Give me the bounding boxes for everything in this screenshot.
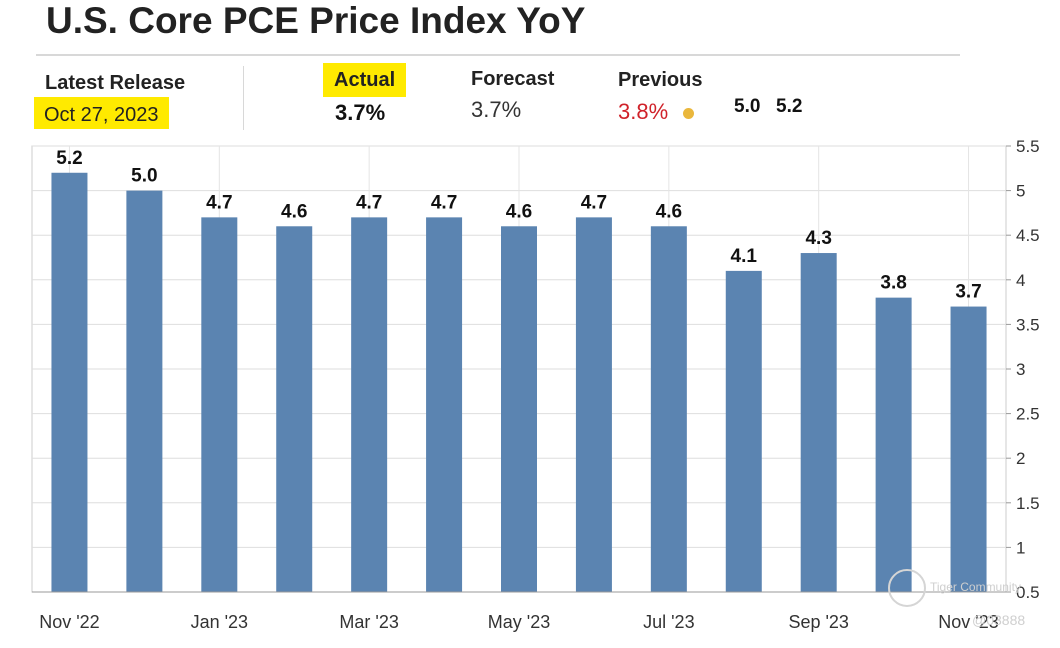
x-tick-label: Jan '23	[191, 612, 248, 632]
watermark-text: Tiger Community	[930, 580, 1021, 594]
actual-value: 3.7%	[335, 100, 386, 125]
bar	[201, 217, 238, 593]
bar	[51, 172, 88, 592]
watermark-handle: @03888	[972, 612, 1026, 628]
y-tick-label: 4	[1016, 271, 1025, 290]
bar-data-label: 4.7	[356, 192, 382, 213]
bar	[426, 217, 463, 593]
forecast-value: 3.7%	[471, 97, 522, 122]
bar-data-label: 3.8	[880, 273, 906, 294]
extra-value-1: 5.0	[734, 96, 761, 117]
y-tick-label: 0.5	[1016, 583, 1040, 602]
bar-data-label: 4.6	[506, 201, 532, 222]
header-divider	[243, 66, 244, 130]
bar	[351, 217, 388, 593]
bar	[800, 253, 837, 593]
bar-data-label: 4.6	[281, 201, 307, 222]
bar	[575, 217, 612, 593]
bar	[950, 306, 987, 592]
x-tick-label: Jul '23	[643, 612, 694, 632]
latest-release-date: Oct 27, 2023	[34, 97, 169, 129]
bar-data-label: 4.3	[805, 228, 831, 249]
bar-data-label: 4.6	[656, 201, 682, 222]
actual-label: Actual	[323, 63, 407, 97]
tiger-logo-icon	[888, 569, 926, 607]
y-tick-label: 5	[1016, 182, 1025, 201]
forecast-label: Forecast	[471, 68, 555, 90]
x-tick-label: Nov '22	[39, 612, 99, 632]
page-title: U.S. Core PCE Price Index YoY	[46, 0, 586, 41]
extra-value-2: 5.2	[776, 96, 803, 117]
latest-release-label: Latest Release	[45, 72, 186, 94]
y-tick-label: 1.5	[1016, 494, 1040, 513]
previous-revision-dot-icon[interactable]	[683, 108, 694, 119]
bar	[501, 226, 537, 592]
x-tick-label: Mar '23	[339, 612, 398, 632]
bar	[650, 226, 687, 592]
y-tick-label: 2.5	[1016, 405, 1040, 424]
x-tick-label: Sep '23	[788, 612, 849, 632]
y-tick-label: 4.5	[1016, 226, 1040, 245]
bar	[725, 270, 762, 592]
bar-data-label: 4.7	[581, 192, 607, 213]
x-tick-label: May '23	[488, 612, 550, 632]
previous-value: 3.8%	[618, 99, 669, 124]
bar-data-label: 3.7	[955, 282, 981, 303]
bar-data-label: 4.1	[731, 246, 758, 267]
bar	[126, 190, 163, 592]
bar-data-label: 4.7	[431, 192, 457, 213]
y-tick-label: 3	[1016, 360, 1025, 379]
y-tick-label: 1	[1016, 538, 1025, 557]
bar	[276, 226, 313, 592]
y-tick-label: 3.5	[1016, 315, 1040, 334]
bar-data-label: 5.0	[131, 166, 157, 187]
previous-label: Previous	[618, 69, 703, 91]
bar	[875, 297, 912, 592]
title-divider	[36, 54, 960, 56]
bar-data-label: 4.7	[206, 192, 232, 213]
y-tick-label: 2	[1016, 449, 1025, 468]
bar-data-label: 5.2	[56, 148, 82, 169]
y-tick-label: 5.5	[1016, 137, 1040, 156]
x-tick-label: Nov '23	[938, 612, 998, 632]
